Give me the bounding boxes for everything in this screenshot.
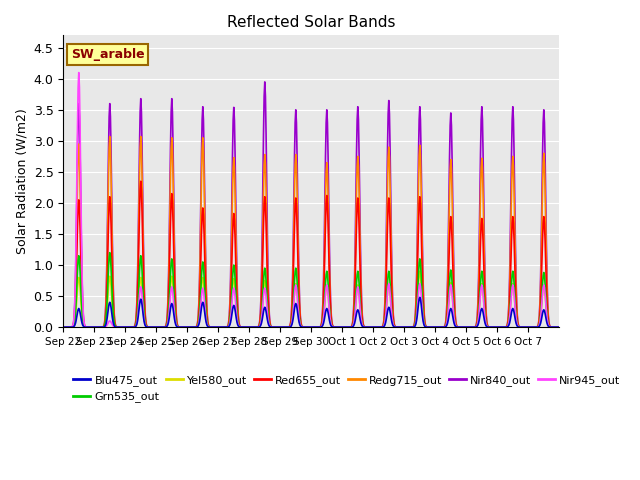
Yel580_out xyxy=(390,322,397,328)
Nir945_out xyxy=(75,70,83,75)
Yel580_out xyxy=(118,324,125,330)
Red655_out xyxy=(555,324,563,330)
Yel580_out xyxy=(209,324,216,330)
Red655_out xyxy=(390,322,398,327)
Grn535_out xyxy=(60,324,67,330)
Red655_out xyxy=(118,324,125,330)
Redg715_out xyxy=(555,324,563,330)
Yel580_out xyxy=(233,313,241,319)
Redg715_out xyxy=(253,324,260,330)
Nir945_out xyxy=(555,324,563,330)
Grn535_out xyxy=(253,324,260,330)
Yel580_out xyxy=(252,324,260,330)
Text: SW_arable: SW_arable xyxy=(70,48,145,61)
Nir840_out xyxy=(555,324,563,330)
Blu475_out xyxy=(362,324,369,330)
Grn535_out xyxy=(209,324,217,330)
Grn535_out xyxy=(234,317,241,323)
Blu475_out xyxy=(416,294,424,300)
Title: Reflected Solar Bands: Reflected Solar Bands xyxy=(227,15,396,30)
Nir840_out xyxy=(118,324,125,330)
Nir840_out xyxy=(233,276,241,281)
Nir945_out xyxy=(253,324,261,330)
Line: Grn535_out: Grn535_out xyxy=(63,252,559,327)
Nir840_out xyxy=(261,79,269,85)
Grn535_out xyxy=(555,324,563,330)
Redg715_out xyxy=(209,324,217,330)
Nir945_out xyxy=(391,324,399,330)
Yel580_out xyxy=(60,324,67,330)
Nir945_out xyxy=(234,322,242,328)
Redg715_out xyxy=(106,133,114,139)
Grn535_out xyxy=(362,324,370,330)
Yel580_out xyxy=(416,268,424,274)
Blu475_out xyxy=(118,324,125,330)
Blu475_out xyxy=(233,320,241,325)
Redg715_out xyxy=(60,324,67,330)
Red655_out xyxy=(362,324,370,330)
Grn535_out xyxy=(390,323,398,329)
Nir840_out xyxy=(209,324,216,330)
Nir840_out xyxy=(60,324,67,330)
Blu475_out xyxy=(209,324,216,330)
Red655_out xyxy=(137,179,145,184)
Nir945_out xyxy=(363,324,371,330)
Blu475_out xyxy=(555,324,563,330)
Redg715_out xyxy=(234,305,241,311)
Blu475_out xyxy=(390,323,397,329)
Redg715_out xyxy=(362,324,370,330)
Line: Nir840_out: Nir840_out xyxy=(63,82,559,327)
Nir945_out xyxy=(122,324,129,330)
Nir945_out xyxy=(210,324,218,330)
Red655_out xyxy=(60,324,67,330)
Grn535_out xyxy=(118,324,126,330)
Red655_out xyxy=(253,324,260,330)
Line: Red655_out: Red655_out xyxy=(63,181,559,327)
Red655_out xyxy=(234,312,241,317)
Nir840_out xyxy=(252,324,260,330)
Line: Nir945_out: Nir945_out xyxy=(63,72,559,327)
Nir945_out xyxy=(60,324,67,330)
Line: Yel580_out: Yel580_out xyxy=(63,271,559,327)
Line: Redg715_out: Redg715_out xyxy=(63,136,559,327)
Yel580_out xyxy=(555,324,563,330)
Redg715_out xyxy=(390,321,398,326)
Legend: Blu475_out, Grn535_out, Yel580_out, Red655_out, Redg715_out, Nir840_out, Nir945_: Blu475_out, Grn535_out, Yel580_out, Red6… xyxy=(69,371,625,407)
Blu475_out xyxy=(252,324,260,330)
Nir945_out xyxy=(118,324,126,330)
Blu475_out xyxy=(60,324,67,330)
Nir840_out xyxy=(390,320,398,325)
Grn535_out xyxy=(106,250,114,255)
Line: Blu475_out: Blu475_out xyxy=(63,297,559,327)
Y-axis label: Solar Radiation (W/m2): Solar Radiation (W/m2) xyxy=(15,108,28,254)
Red655_out xyxy=(209,324,217,330)
Nir840_out xyxy=(362,324,370,330)
Redg715_out xyxy=(118,324,126,330)
Yel580_out xyxy=(362,324,369,330)
